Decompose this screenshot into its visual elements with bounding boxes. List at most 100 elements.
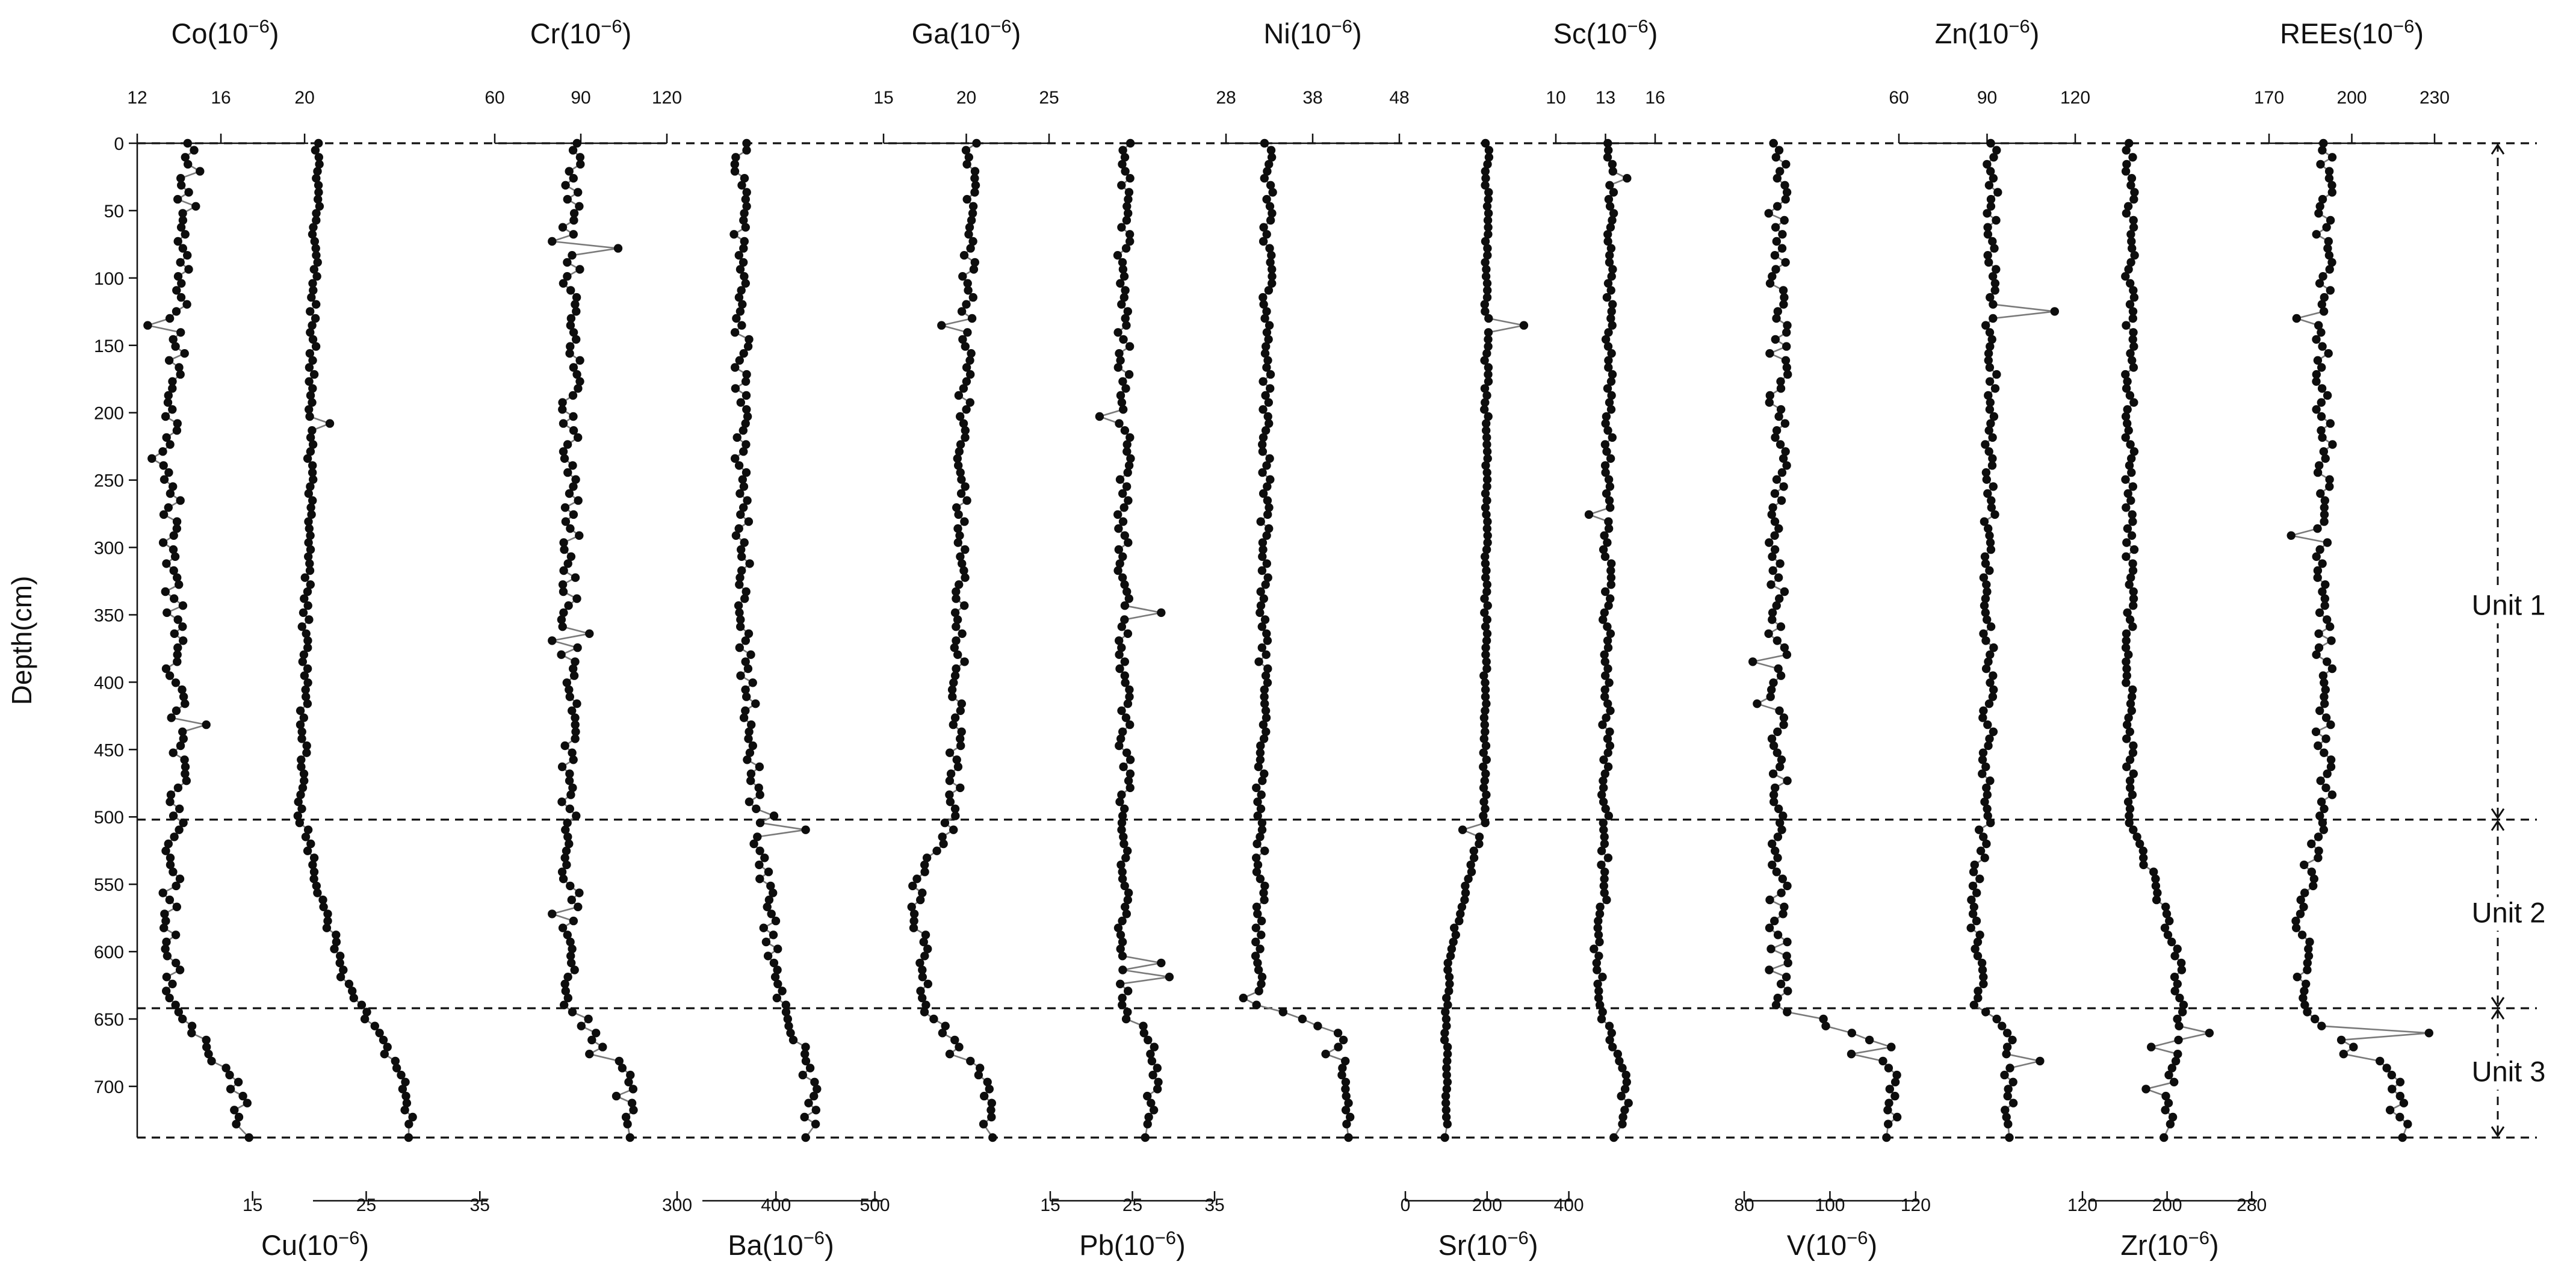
data-point [558, 923, 568, 932]
data-point [570, 965, 579, 974]
data-point [742, 692, 751, 701]
data-point [1598, 720, 1607, 729]
data-point [1482, 790, 1491, 799]
data-point [1261, 426, 1271, 435]
data-point [2160, 1133, 2169, 1142]
data-point [1119, 405, 1128, 414]
data-point [764, 867, 773, 876]
data-point [1993, 188, 2002, 197]
data-point [168, 384, 177, 393]
data-point [1773, 853, 1782, 863]
data-point [1774, 573, 1783, 582]
data-point [1440, 1029, 1449, 1038]
data-point [1764, 629, 1773, 639]
data-point [161, 412, 170, 421]
data-point [234, 1112, 244, 1122]
data-point [571, 727, 580, 737]
data-point [2327, 664, 2337, 674]
data-point [1482, 391, 1491, 400]
data-point [1456, 909, 1465, 918]
data-point [2125, 580, 2134, 589]
data-point [1765, 923, 1774, 932]
data-point [919, 937, 928, 947]
data-point [170, 594, 179, 603]
data-point [760, 853, 769, 863]
data-point [184, 188, 193, 197]
data-point [755, 846, 764, 855]
series-line [1752, 143, 1899, 1138]
data-point [548, 636, 557, 645]
data-point [1776, 167, 1785, 176]
data-point [1118, 517, 1128, 526]
data-point [2124, 265, 2133, 274]
data-point [322, 923, 332, 932]
data-point [1986, 650, 1995, 659]
data-point [309, 286, 318, 295]
data-point [2318, 818, 2327, 828]
data-point [178, 244, 187, 253]
data-point [739, 447, 748, 456]
data-point [2123, 419, 2132, 428]
data-point [1983, 223, 1992, 232]
data-point [2127, 531, 2137, 540]
data-point [563, 559, 572, 568]
data-point [569, 510, 578, 519]
data-point [165, 895, 175, 905]
data-point [740, 174, 749, 183]
data-point [173, 272, 183, 281]
data-point [305, 412, 314, 421]
data-point [1116, 734, 1125, 743]
data-point [2129, 286, 2138, 295]
data-point [1264, 335, 1273, 344]
data-point [169, 545, 178, 554]
depth-tick-label: 700 [94, 1077, 124, 1097]
data-point [2129, 363, 2138, 372]
data-point [2326, 622, 2335, 631]
data-point [2323, 538, 2332, 547]
data-point [1598, 973, 1607, 982]
data-point [566, 937, 575, 947]
data-point [1783, 370, 1792, 379]
data-point [1753, 699, 1762, 708]
data-point [569, 755, 578, 764]
data-point [1125, 720, 1135, 729]
data-point [183, 138, 192, 148]
data-point [740, 209, 749, 218]
data-point [1123, 895, 1133, 905]
data-point [1259, 720, 1268, 729]
data-point [1442, 1070, 1451, 1080]
data-point [2323, 615, 2332, 624]
data-point [2129, 741, 2138, 751]
data-point [1768, 272, 1777, 281]
data-point [1298, 1014, 1307, 1024]
data-point [1118, 489, 1127, 498]
data-point [1121, 853, 1130, 863]
data-point [1782, 973, 1791, 982]
data-point [1775, 706, 1784, 716]
data-point [323, 916, 332, 926]
data-point [737, 286, 746, 295]
data-point [1480, 384, 1490, 393]
data-point [1339, 1035, 1348, 1045]
data-point [571, 713, 580, 722]
data-point [1604, 517, 1613, 526]
scale-tick-label: 25 [356, 1195, 376, 1215]
data-point [979, 1120, 988, 1129]
data-point [557, 798, 566, 807]
data-point [1118, 993, 1127, 1003]
data-point [2004, 1120, 2013, 1129]
data-point [1597, 790, 1606, 799]
data-point [955, 531, 964, 540]
data-point [1768, 769, 1778, 778]
data-point [1457, 902, 1467, 912]
data-point [1765, 538, 1774, 547]
data-point [761, 937, 771, 947]
data-point [303, 601, 312, 610]
data-point [298, 657, 307, 666]
data-point [1603, 636, 1612, 645]
data-point [2139, 860, 2148, 870]
data-point [575, 377, 584, 386]
data-point [2125, 391, 2135, 400]
data-point [1122, 440, 1132, 449]
data-point [560, 454, 569, 463]
